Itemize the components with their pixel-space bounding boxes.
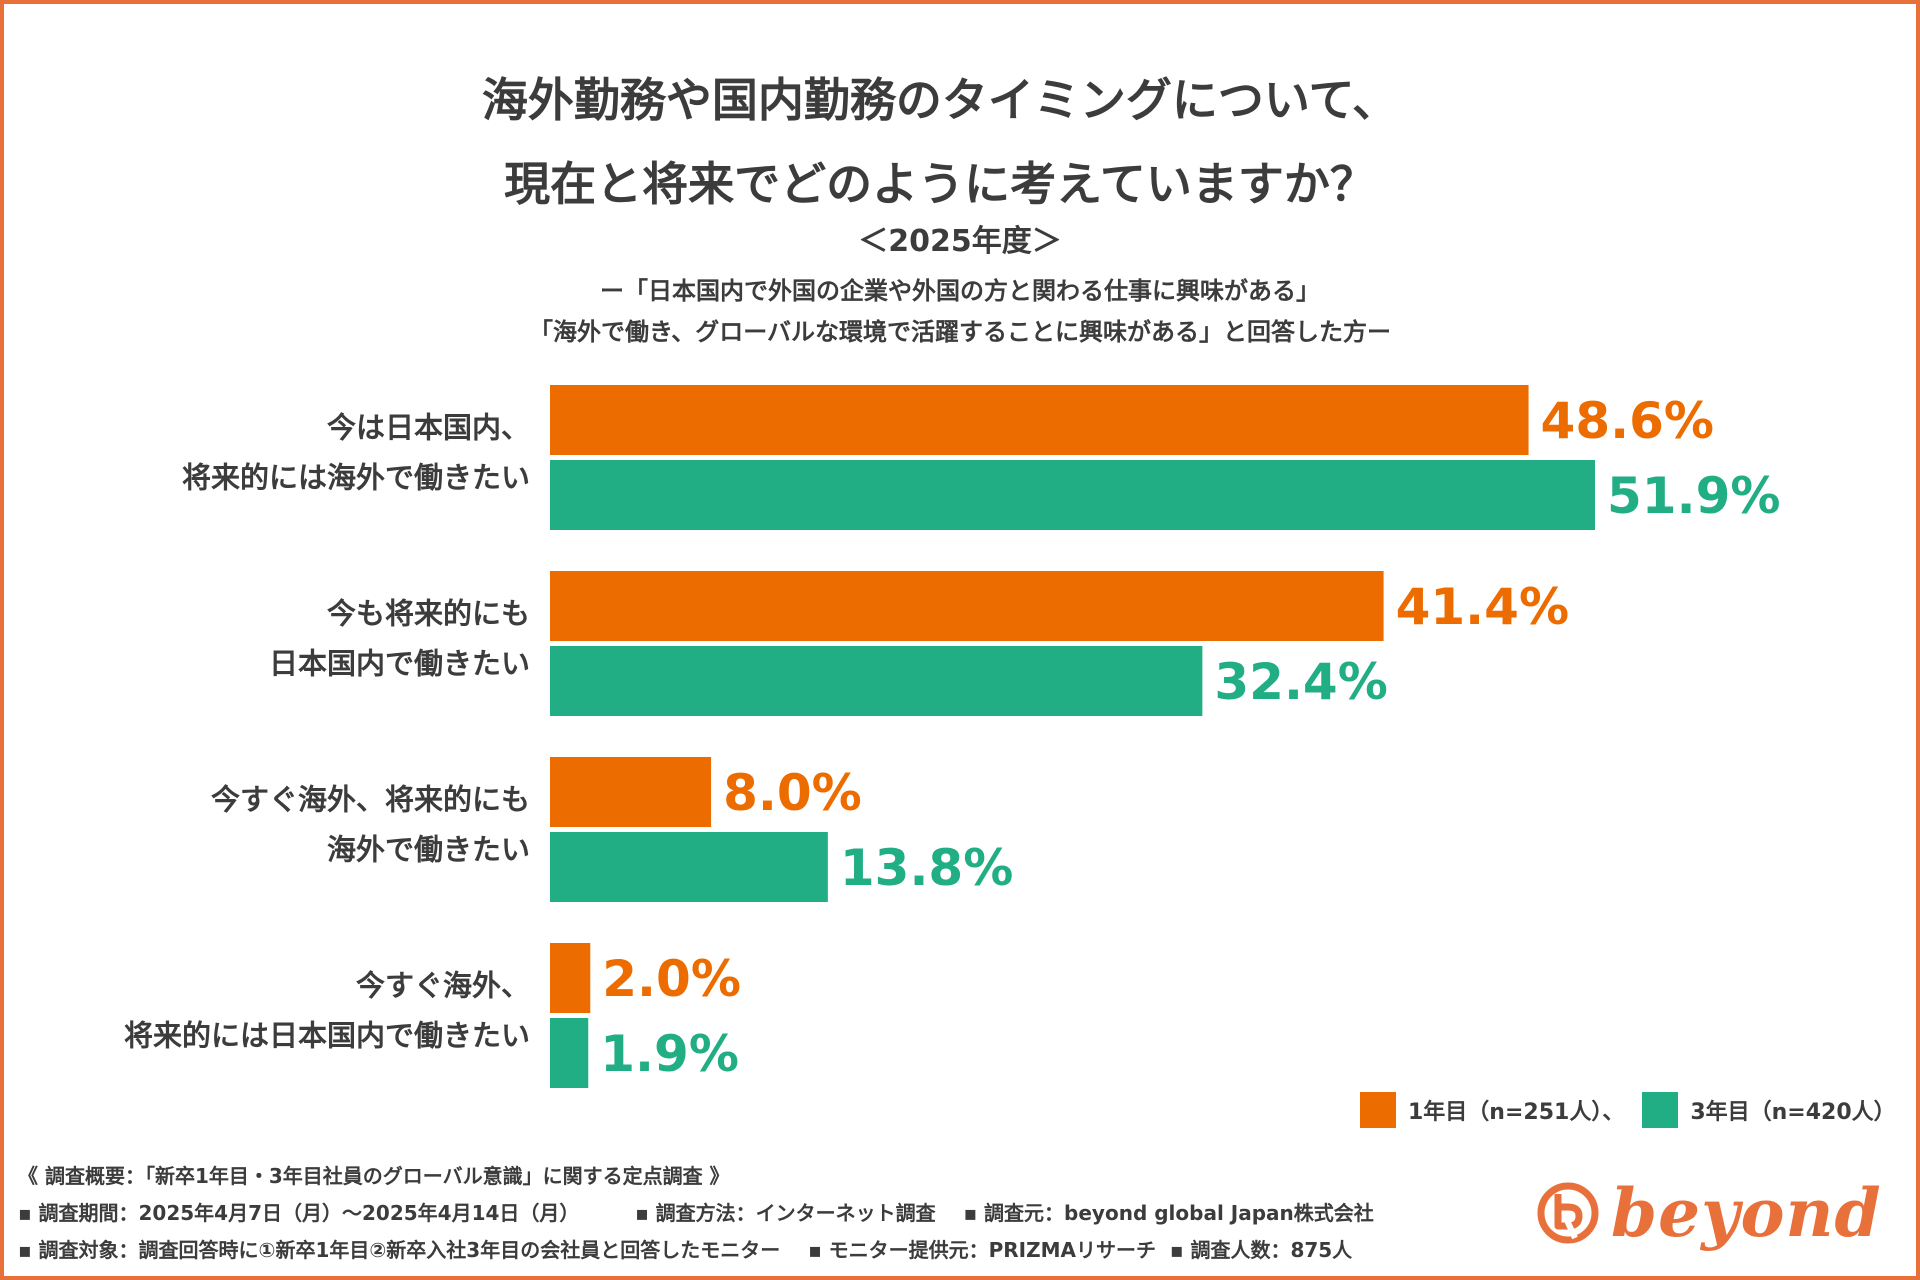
data-label-year3: 32.4%	[1214, 653, 1387, 711]
title-line-1: 海外勤務や国内勤務のタイミングについて、	[481, 73, 1399, 127]
bar-year3	[550, 1018, 589, 1088]
title-line-2: 現在と将来でどのように考えていますか？	[504, 157, 1376, 211]
footnote-provider: ▪ モニター提供元：PRIZMAリサーチ	[808, 1238, 1156, 1262]
bar-year3	[550, 460, 1595, 530]
footnote-row-3: ▪ 調査対象：調査回答時に①新卒1年目②新卒入社3年目の会社員と回答したモニター…	[18, 1232, 1518, 1269]
data-label-year3: 13.8%	[840, 839, 1013, 897]
footnote-period: ▪ 調査期間：2025年4月7日（月）〜2025年4月14日（月）	[18, 1201, 580, 1225]
beyond-logo-text: beyond	[1611, 1174, 1882, 1252]
legend-label-year3: 3年目（n=420人）	[1690, 1100, 1896, 1125]
footnote-method: ▪ 調査方法：インターネット調査	[635, 1201, 936, 1225]
survey-year: ＜2025年度＞	[858, 224, 1062, 259]
category-label: 将来的には日本国内で働きたい	[124, 1019, 530, 1053]
data-label-year1: 8.0%	[723, 764, 862, 822]
legend-label-year1: 1年目（n=251人）、	[1408, 1100, 1625, 1125]
data-label-year1: 41.4%	[1396, 578, 1569, 636]
bar-year3	[550, 832, 828, 902]
survey-footnotes: 《 調査概要：「新卒1年目・3年目社員のグローバル意識」に関する定点調査 》 ▪…	[18, 1158, 1518, 1269]
footnote-summary-text: 《 調査概要：「新卒1年目・3年目社員のグローバル意識」に関する定点調査 》	[18, 1164, 730, 1188]
data-label-year1: 2.0%	[602, 950, 741, 1008]
legend-swatch-year1	[1360, 1092, 1396, 1128]
category-label: 今すぐ海外、将来的にも	[211, 783, 530, 817]
footnote-row-2: ▪ 調査期間：2025年4月7日（月）〜2025年4月14日（月） ▪ 調査方法…	[18, 1195, 1518, 1232]
footnote-summary: 《 調査概要：「新卒1年目・3年目社員のグローバル意識」に関する定点調査 》	[18, 1158, 1518, 1195]
bar-year1	[550, 757, 712, 827]
legend-item-year3: 3年目（n=420人）	[1642, 1092, 1896, 1128]
condition-line-2: 「海外で働き、グローバルな環境で活躍することに興味がある」と回答した方ー	[528, 318, 1392, 346]
bar-year1	[550, 571, 1384, 641]
category-label: 将来的には海外で働きたい	[182, 461, 530, 495]
bar-year1	[550, 943, 591, 1013]
footnote-target: ▪ 調査対象：調査回答時に①新卒1年目②新卒入社3年目の会社員と回答したモニター	[18, 1238, 781, 1262]
legend: 1年目（n=251人）、 3年目（n=420人）	[1360, 1092, 1896, 1128]
chart-title: 海外勤務や国内勤務のタイミングについて、 現在と将来でどのように考えていますか？	[0, 58, 1920, 226]
legend-item-year1: 1年目（n=251人）、	[1360, 1092, 1624, 1128]
category-label: 今も将来的にも	[327, 597, 530, 631]
category-label: 海外で働きたい	[327, 833, 530, 867]
data-label-year1: 48.6%	[1541, 392, 1714, 450]
category-label: 今は日本国内、	[327, 411, 530, 445]
data-label-year3: 1.9%	[600, 1025, 739, 1083]
category-label: 日本国内で働きたい	[269, 647, 530, 681]
bar-year3	[550, 646, 1203, 716]
legend-swatch-year3	[1642, 1092, 1679, 1128]
footnote-source: ▪ 調査元：beyond global Japan株式会社	[963, 1201, 1374, 1225]
footnote-sample-size: ▪ 調査人数：875人	[1169, 1238, 1353, 1262]
condition-line-1: ー「日本国内で外国の企業や外国の方と関わる仕事に興味がある」	[600, 277, 1320, 305]
beyond-logo: beyond	[1535, 1173, 1882, 1253]
data-label-year3: 51.9%	[1607, 467, 1780, 525]
beyond-logo-icon	[1537, 1182, 1599, 1244]
category-label: 今すぐ海外、	[356, 969, 530, 1003]
bar-year1	[550, 385, 1529, 455]
